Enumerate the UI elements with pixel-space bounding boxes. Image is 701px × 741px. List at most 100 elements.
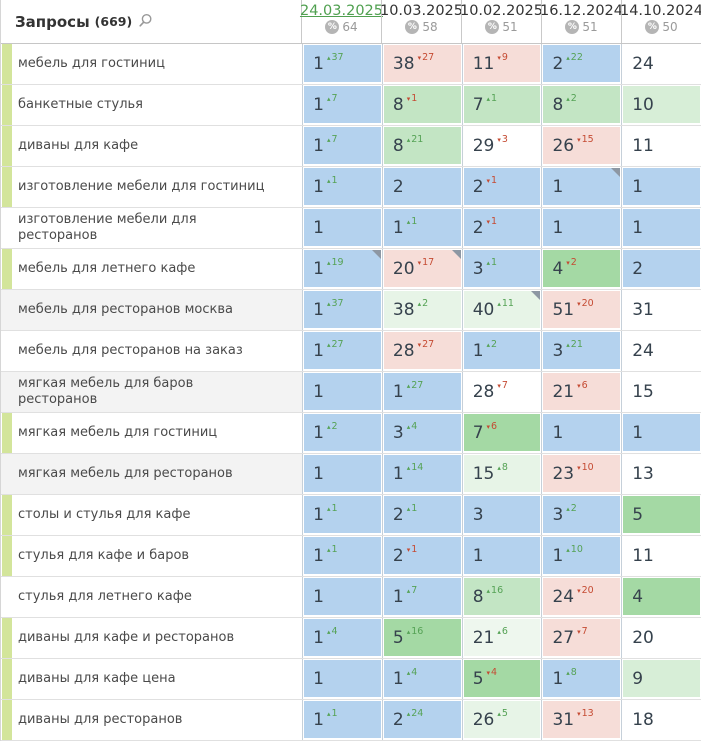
position-cell[interactable]: 11 xyxy=(621,536,701,576)
position-cell[interactable]: 2 ▾1 xyxy=(381,536,462,576)
position-cell[interactable]: 27 ▾7 xyxy=(541,618,622,658)
position-cell[interactable]: 1 xyxy=(302,208,382,248)
position-cell[interactable]: 1 ▴10 xyxy=(541,536,622,576)
date-column-header-10.03.2025[interactable]: 10.03.2025% 58 xyxy=(379,0,464,43)
position-cell[interactable]: 23 ▾10 xyxy=(541,454,622,494)
keyword-cell[interactable]: диваны для кафе и ресторанов xyxy=(1,618,303,658)
keyword-cell[interactable]: изготовление мебели для гостиниц xyxy=(1,167,303,207)
position-cell[interactable]: 3 xyxy=(461,495,542,535)
search-icon[interactable] xyxy=(138,13,153,28)
position-cell[interactable]: 1 ▴27 xyxy=(302,331,382,371)
keyword-cell[interactable]: столы и стулья для кафе xyxy=(1,495,303,535)
position-cell[interactable]: 1 ▴7 xyxy=(302,85,382,125)
keyword-cell[interactable]: диваны для кафе xyxy=(1,126,303,166)
position-cell[interactable]: 26 ▾15 xyxy=(541,126,622,166)
position-cell[interactable]: 5 xyxy=(621,495,701,535)
position-cell[interactable]: 20 xyxy=(621,618,701,658)
position-cell[interactable]: 1 ▴27 xyxy=(381,372,462,412)
position-cell[interactable]: 1 ▴1 xyxy=(302,700,382,740)
position-cell[interactable]: 1 xyxy=(541,167,622,207)
position-cell[interactable]: 1 ▴4 xyxy=(302,618,382,658)
position-cell[interactable]: 3 ▴2 xyxy=(541,495,622,535)
position-cell[interactable]: 1 ▴14 xyxy=(381,454,462,494)
position-cell[interactable]: 1 ▴1 xyxy=(381,208,462,248)
position-cell[interactable]: 1 ▴1 xyxy=(302,495,382,535)
position-cell[interactable]: 18 xyxy=(621,700,701,740)
position-cell[interactable]: 1 xyxy=(302,659,382,699)
position-cell[interactable]: 2 ▾1 xyxy=(461,167,542,207)
position-cell[interactable]: 11 ▾9 xyxy=(461,44,542,84)
keyword-cell[interactable]: мебель для ресторанов москва xyxy=(1,290,303,330)
keyword-cell[interactable]: банкетные стулья xyxy=(1,85,303,125)
position-cell[interactable]: 1 ▴2 xyxy=(461,331,542,371)
position-cell[interactable]: 2 xyxy=(621,249,701,289)
keyword-cell[interactable]: мягкая мебель для гостиниц xyxy=(1,413,303,453)
position-cell[interactable]: 8 ▴21 xyxy=(381,126,462,166)
position-cell[interactable]: 10 xyxy=(621,85,701,125)
position-cell[interactable]: 31 xyxy=(621,290,701,330)
date-column-header-24.03.2025[interactable]: 24.03.2025% 64 xyxy=(299,0,384,43)
position-cell[interactable]: 5 ▴16 xyxy=(381,618,462,658)
position-cell[interactable]: 1 ▴7 xyxy=(302,126,382,166)
position-cell[interactable]: 20 ▾17 xyxy=(381,249,462,289)
position-cell[interactable]: 1 xyxy=(302,577,382,617)
position-cell[interactable]: 28 ▾7 xyxy=(461,372,542,412)
column-date[interactable]: 10.02.2025 xyxy=(459,3,544,19)
position-cell[interactable]: 5 ▾4 xyxy=(461,659,542,699)
position-cell[interactable]: 4 xyxy=(621,577,701,617)
keyword-cell[interactable]: мебель для ресторанов на заказ xyxy=(1,331,303,371)
date-column-header-14.10.2024[interactable]: 14.10.2024% 50 xyxy=(620,0,701,43)
date-column-header-16.12.2024[interactable]: 16.12.2024% 51 xyxy=(540,0,623,43)
position-cell[interactable]: 1 xyxy=(541,208,622,248)
position-cell[interactable]: 1 ▴2 xyxy=(302,413,382,453)
position-cell[interactable]: 15 ▴8 xyxy=(461,454,542,494)
keyword-cell[interactable]: диваны для кафе цена xyxy=(1,659,303,699)
position-cell[interactable]: 1 xyxy=(621,167,701,207)
position-cell[interactable]: 1 ▴7 xyxy=(381,577,462,617)
position-cell[interactable]: 2 xyxy=(381,167,462,207)
keyword-cell[interactable]: мягкая мебель для баров ресторанов xyxy=(1,372,303,412)
position-cell[interactable]: 29 ▾3 xyxy=(461,126,542,166)
keyword-cell[interactable]: мягкая мебель для ресторанов xyxy=(1,454,303,494)
position-cell[interactable]: 1 xyxy=(302,454,382,494)
position-cell[interactable]: 2 ▴1 xyxy=(381,495,462,535)
position-cell[interactable]: 13 xyxy=(621,454,701,494)
position-cell[interactable]: 2 ▾1 xyxy=(461,208,542,248)
position-cell[interactable]: 1 ▴8 xyxy=(541,659,622,699)
position-cell[interactable]: 1 ▴19 xyxy=(302,249,382,289)
position-cell[interactable]: 2 ▴22 xyxy=(541,44,622,84)
position-cell[interactable]: 15 xyxy=(621,372,701,412)
keyword-cell[interactable]: диваны для ресторанов xyxy=(1,700,303,740)
position-cell[interactable]: 2 ▴24 xyxy=(381,700,462,740)
position-cell[interactable]: 1 xyxy=(621,208,701,248)
position-cell[interactable]: 8 ▾1 xyxy=(381,85,462,125)
position-cell[interactable]: 1 ▴1 xyxy=(302,167,382,207)
position-cell[interactable]: 31 ▾13 xyxy=(541,700,622,740)
position-cell[interactable]: 1 xyxy=(621,413,701,453)
date-column-header-10.02.2025[interactable]: 10.02.2025% 51 xyxy=(459,0,544,43)
position-cell[interactable]: 51 ▾20 xyxy=(541,290,622,330)
position-cell[interactable]: 1 xyxy=(541,413,622,453)
position-cell[interactable]: 8 ▴2 xyxy=(541,85,622,125)
position-cell[interactable]: 3 ▴21 xyxy=(541,331,622,371)
keyword-cell[interactable]: стулья для летнего кафе xyxy=(1,577,303,617)
keyword-cell[interactable]: стулья для кафе и баров xyxy=(1,536,303,576)
position-cell[interactable]: 3 ▴4 xyxy=(381,413,462,453)
position-cell[interactable]: 4 ▾2 xyxy=(541,249,622,289)
column-date[interactable]: 10.03.2025 xyxy=(379,3,464,19)
position-cell[interactable]: 24 ▾20 xyxy=(541,577,622,617)
position-cell[interactable]: 3 ▴1 xyxy=(461,249,542,289)
position-cell[interactable]: 21 ▴6 xyxy=(461,618,542,658)
position-cell[interactable]: 1 ▴4 xyxy=(381,659,462,699)
position-cell[interactable]: 1 ▴37 xyxy=(302,44,382,84)
position-cell[interactable]: 24 xyxy=(621,331,701,371)
position-cell[interactable]: 26 ▴5 xyxy=(461,700,542,740)
position-cell[interactable]: 28 ▾27 xyxy=(381,331,462,371)
position-cell[interactable]: 9 xyxy=(621,659,701,699)
position-cell[interactable]: 38 ▾27 xyxy=(381,44,462,84)
position-cell[interactable]: 7 ▾6 xyxy=(461,413,542,453)
column-date-current[interactable]: 24.03.2025 xyxy=(299,3,384,19)
position-cell[interactable]: 1 ▴1 xyxy=(302,536,382,576)
keyword-cell[interactable]: мебель для летнего кафе xyxy=(1,249,303,289)
position-cell[interactable]: 1 ▴37 xyxy=(302,290,382,330)
